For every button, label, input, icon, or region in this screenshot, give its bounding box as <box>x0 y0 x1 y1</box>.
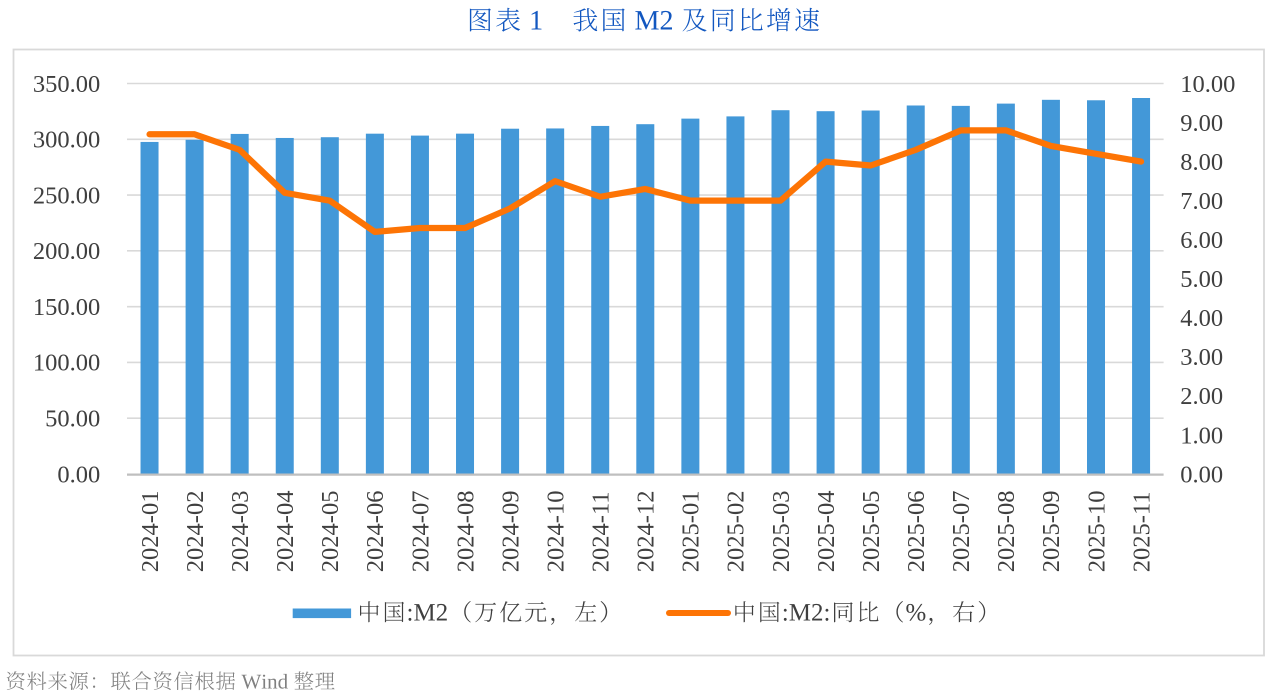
svg-text:2024-05: 2024-05 <box>317 491 344 573</box>
svg-text:9.00: 9.00 <box>1180 110 1223 137</box>
svg-text:2025-09: 2025-09 <box>1038 491 1065 573</box>
svg-text:2025-03: 2025-03 <box>768 491 795 573</box>
svg-text:4.00: 4.00 <box>1180 305 1223 332</box>
svg-text:2025-11: 2025-11 <box>1128 491 1155 572</box>
svg-text:2024-07: 2024-07 <box>407 491 434 573</box>
svg-text:200.00: 200.00 <box>33 238 100 265</box>
svg-text:2024-08: 2024-08 <box>452 491 479 573</box>
svg-text:2025-07: 2025-07 <box>948 491 975 573</box>
svg-text:1.00: 1.00 <box>1180 422 1223 449</box>
svg-text:2025-01: 2025-01 <box>678 491 705 573</box>
svg-text:50.00: 50.00 <box>45 406 100 433</box>
svg-text:2024-04: 2024-04 <box>272 491 299 573</box>
svg-text:6.00: 6.00 <box>1180 227 1223 254</box>
svg-text:2024-01: 2024-01 <box>137 491 164 573</box>
svg-text:7.00: 7.00 <box>1180 188 1223 215</box>
svg-text:2024-06: 2024-06 <box>362 491 389 573</box>
svg-text:2024-09: 2024-09 <box>497 491 524 573</box>
svg-text:5.00: 5.00 <box>1180 266 1223 293</box>
svg-text:8.00: 8.00 <box>1180 149 1223 176</box>
svg-text:2.00: 2.00 <box>1180 383 1223 410</box>
svg-text:2024-10: 2024-10 <box>542 491 569 573</box>
svg-text:100.00: 100.00 <box>33 350 100 377</box>
svg-text:3.00: 3.00 <box>1180 344 1223 371</box>
svg-text:2025-02: 2025-02 <box>723 491 750 573</box>
svg-text:2024-03: 2024-03 <box>227 491 254 573</box>
svg-text:10.00: 10.00 <box>1180 71 1235 98</box>
svg-text:2024-02: 2024-02 <box>182 491 209 573</box>
svg-text:2025-04: 2025-04 <box>813 491 840 573</box>
svg-text:300.00: 300.00 <box>33 127 100 154</box>
svg-text:2025-05: 2025-05 <box>858 491 885 573</box>
svg-text:2025-10: 2025-10 <box>1083 491 1110 573</box>
svg-text:350.00: 350.00 <box>33 71 100 98</box>
svg-text:2024-12: 2024-12 <box>633 491 660 573</box>
svg-text:150.00: 150.00 <box>33 294 100 321</box>
svg-text:2024-11: 2024-11 <box>588 491 615 572</box>
svg-text:250.00: 250.00 <box>33 182 100 209</box>
svg-text:2025-08: 2025-08 <box>993 491 1020 573</box>
svg-text:2025-06: 2025-06 <box>903 491 930 573</box>
svg-text:0.00: 0.00 <box>1180 461 1223 488</box>
svg-text:0.00: 0.00 <box>57 461 100 488</box>
